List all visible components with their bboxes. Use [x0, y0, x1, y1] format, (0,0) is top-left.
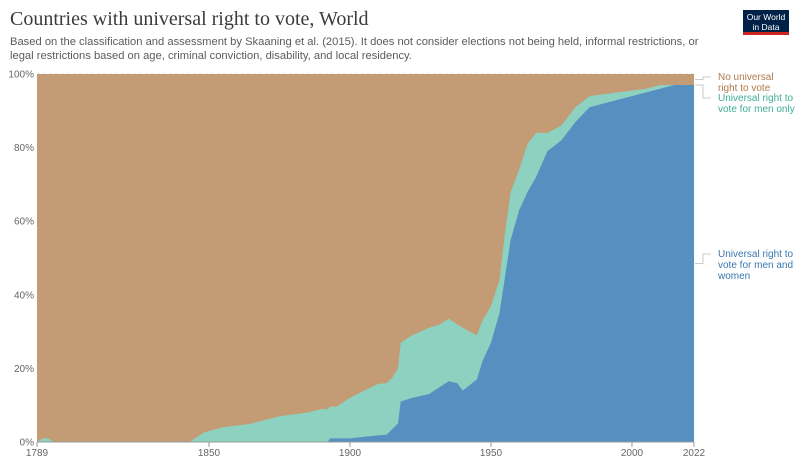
- legend-line: Universal right to: [718, 249, 793, 260]
- y-tick-label: 60%: [14, 217, 34, 228]
- y-tick-label: 40%: [14, 290, 34, 301]
- legend-connector: [695, 253, 711, 264]
- legend-line: right to vote: [718, 83, 771, 94]
- area-series: [37, 74, 694, 442]
- x-tick-label: 2022: [683, 448, 706, 459]
- chart-title: Countries with universal right to vote, …: [10, 8, 369, 30]
- y-tick-label: 0%: [20, 438, 35, 449]
- x-tick-label: 1789: [26, 448, 49, 459]
- x-axis: 1789 1850 1900 1950 2000 2022: [26, 441, 706, 459]
- legend-label-none: No universal right to vote: [718, 72, 774, 94]
- legend-line: women: [717, 271, 750, 282]
- legend-line: No universal: [718, 72, 774, 83]
- y-axis: 0% 20% 40% 60% 80% 100%: [8, 70, 34, 449]
- x-tick-label: 1950: [480, 448, 503, 459]
- legend-connector: [695, 84, 711, 99]
- legend-line: Universal right to: [718, 93, 793, 104]
- x-tick-label: 1850: [198, 448, 221, 459]
- legend-line: vote for men only: [718, 104, 795, 115]
- owid-logo[interactable]: Our World in Data: [743, 10, 789, 35]
- legend-connector: [695, 76, 711, 80]
- logo-line-1: Our World: [746, 12, 786, 22]
- area-men-and-women: [37, 85, 694, 442]
- chart-subtitle: Based on the classification and assessme…: [10, 36, 699, 62]
- legend-line: vote for men and: [718, 260, 793, 271]
- legend-label-both: Universal right to vote for men and women: [717, 249, 793, 282]
- logo-line-2: in Data: [752, 22, 780, 32]
- y-tick-label: 20%: [14, 364, 34, 375]
- legend-label-men: Universal right to vote for men only: [718, 93, 795, 115]
- y-tick-label: 100%: [8, 70, 34, 81]
- x-tick-label: 1900: [339, 448, 362, 459]
- y-tick-label: 80%: [14, 143, 34, 154]
- x-tick-label: 2000: [621, 448, 644, 459]
